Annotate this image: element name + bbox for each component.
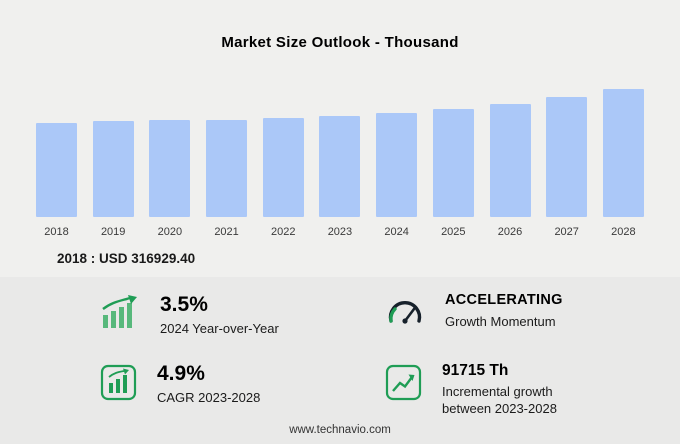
- x-axis-label-2021: 2021: [214, 226, 239, 238]
- x-axis-labels: 2018 2019 2020 2021 2022 2023 2024 2025 2026 2027…: [36, 226, 644, 238]
- bar-2022: [262, 118, 304, 217]
- market-size-bar-chart: [36, 89, 644, 217]
- gauge-icon: [385, 295, 425, 332]
- stats-panel: 3.5% 2024 Year-over-Year ACCELERATING Gr…: [0, 277, 680, 418]
- x-axis-label-2022: 2022: [271, 226, 296, 238]
- incremental-growth-value: 91715 Th: [442, 361, 509, 379]
- stat-cagr: 4.9% CAGR 2023-2028: [100, 362, 385, 418]
- stat-incremental-growth: 91715 Th Incremental growth between 2023…: [385, 362, 640, 418]
- footer-url: www.technavio.com: [0, 417, 680, 444]
- bar-2025: [432, 109, 474, 217]
- bar-2027: [546, 97, 588, 217]
- growth-momentum-label: Growth Momentum: [445, 313, 556, 329]
- x-axis-label-2019: 2019: [100, 226, 126, 238]
- x-axis-label-2026: 2026: [497, 226, 523, 238]
- x-axis-label-2023: 2023: [327, 226, 353, 238]
- bar-2026: [489, 104, 531, 217]
- bar-2020: [149, 120, 191, 217]
- cagr-value: 4.9%: [157, 361, 205, 385]
- yoy-growth-value: 3.5%: [160, 293, 208, 316]
- x-axis-label-2020: 2020: [157, 226, 183, 238]
- bar-2028: [602, 89, 644, 217]
- x-axis-label-2018: 2018: [44, 226, 69, 238]
- bar-2024: [376, 113, 418, 217]
- bar-2018: [36, 123, 77, 217]
- bar-series: [36, 89, 644, 217]
- stat-yoy-growth: 3.5% 2024 Year-over-Year: [100, 293, 385, 338]
- page-title: Market Size Outlook - Thousand: [221, 34, 459, 51]
- bar-2021: [206, 120, 248, 217]
- baseline-value-2018: 2018 : USD 316929.40: [57, 251, 196, 266]
- bar-2019: [92, 121, 134, 217]
- yoy-growth-bars-icon: [100, 295, 140, 336]
- yoy-growth-label: 2024 Year-over-Year: [160, 321, 279, 337]
- incremental-growth-chart-icon: [385, 364, 422, 406]
- stat-growth-momentum: ACCELERATING Growth Momentum: [385, 292, 640, 338]
- bar-2023: [319, 116, 361, 217]
- incremental-growth-label: Incremental growth between 2023-2028: [442, 383, 557, 417]
- x-axis-label-2024: 2024: [384, 226, 409, 238]
- growth-momentum-value: ACCELERATING: [445, 292, 563, 308]
- cagr-bars-icon: [100, 364, 137, 406]
- x-axis-label-2028: 2028: [611, 226, 636, 238]
- x-axis-label-2025: 2025: [441, 226, 466, 238]
- x-axis-label-2027: 2027: [554, 226, 579, 238]
- cagr-label: CAGR 2023-2028: [157, 389, 261, 405]
